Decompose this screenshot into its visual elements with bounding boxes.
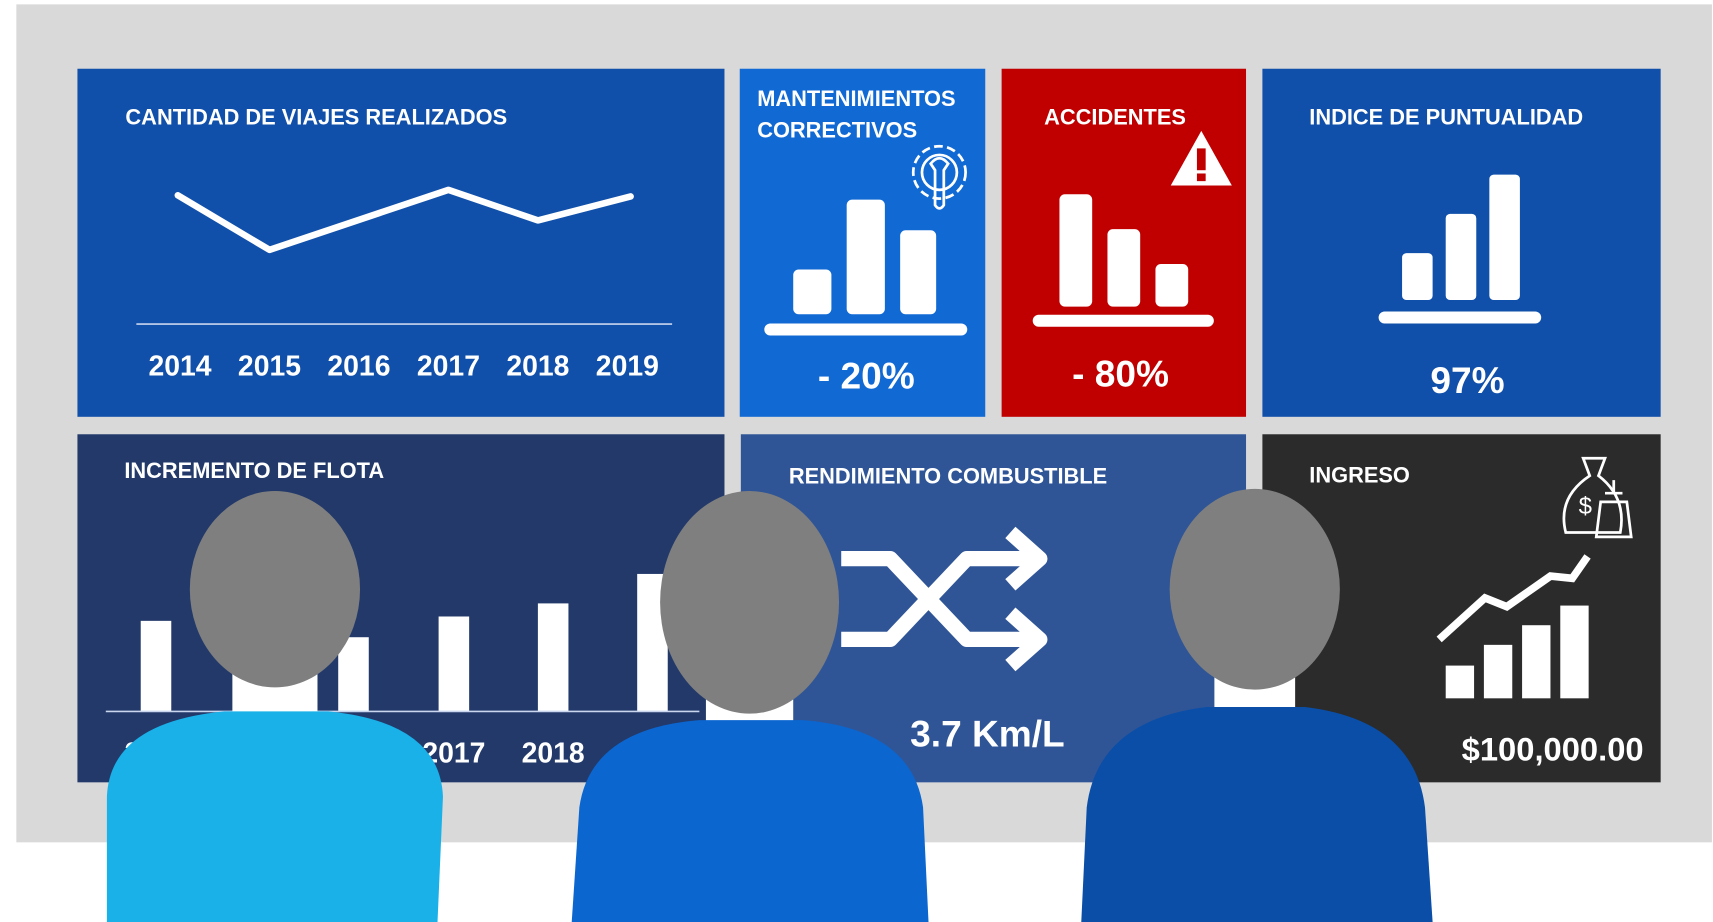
gear-icon — [911, 144, 967, 210]
warning-mark — [1196, 173, 1206, 182]
bar-icon — [1402, 174, 1520, 301]
tile-title: INCREMENTO DE FLOTA — [124, 458, 384, 483]
year-label: 2014 — [148, 350, 211, 382]
bar-icon — [793, 199, 937, 315]
person — [571, 491, 929, 922]
year-label: 2015 — [238, 350, 301, 382]
warning-mark — [1196, 148, 1206, 171]
kpi-value: 3.7 Km/L — [910, 712, 1065, 754]
tile-title: ACCIDENTES — [1044, 104, 1186, 129]
year-label: 2017 — [417, 350, 480, 382]
bar-icon — [1059, 194, 1189, 307]
tile-title: CANTIDAD DE VIAJES REALIZADOS — [125, 104, 507, 129]
trend-icon — [1436, 554, 1591, 643]
money-icon — [1562, 456, 1633, 539]
tile-title: RENDIMIENTO COMBUSTIBLE — [789, 463, 1107, 488]
person — [106, 491, 443, 922]
bar-icon — [1445, 605, 1589, 699]
tile-title: MANTENIMIENTOS — [757, 86, 955, 111]
tile — [77, 68, 725, 417]
year-label: 2019 — [596, 350, 659, 382]
tile-title: INDICE DE PUNTUALIDAD — [1309, 104, 1583, 129]
year-label: 2016 — [327, 350, 390, 382]
kpi-value: 97% — [1430, 359, 1504, 401]
dollar-sign: $ — [1579, 493, 1592, 520]
tile-title: CORRECTIVOS — [757, 117, 917, 142]
line-icon — [174, 186, 634, 254]
shuffle-icon — [841, 526, 1048, 672]
year-label: 2018 — [506, 350, 569, 382]
person — [1081, 488, 1433, 922]
kpi-value: $100,000.00 — [1462, 731, 1644, 768]
kpi-value: - 20% — [818, 354, 915, 396]
kpi-value: - 80% — [1072, 352, 1169, 394]
year-label: 2018 — [522, 738, 585, 770]
tile-title: INGRESO — [1309, 462, 1410, 487]
